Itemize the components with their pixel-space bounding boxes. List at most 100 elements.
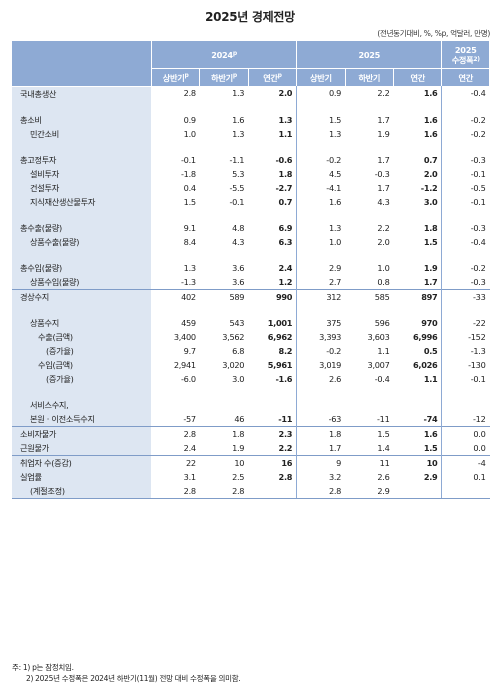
- table-cell: -12: [441, 411, 490, 426]
- table-cell: -0.1: [229, 196, 245, 207]
- forecast-table: 2024p 2025 2025 수정폭2) 상반기p 하반기p 연간p 상반기 하…: [12, 41, 490, 499]
- unit-note: (전년동기대비, %, %p, 억달러, 만명): [377, 29, 490, 38]
- table-row: 지식재산생산물투자 1.5 -0.1 0.7 1.6 4.3 3.0 -0.1: [12, 194, 490, 209]
- table-cell: [394, 398, 442, 412]
- table-cell: -22: [441, 315, 490, 330]
- table-cell: 8.4: [183, 236, 196, 247]
- table-cell: -0.1: [181, 154, 196, 165]
- footnotes: 주: 1) p는 잠정치임. 2) 2025년 수정폭은 2024년 하반기(1…: [12, 662, 241, 684]
- table-cell: 3,562: [222, 331, 245, 342]
- table-cell: 1.7: [377, 182, 390, 193]
- table-cell: [441, 397, 490, 412]
- table-cell: 3.0: [232, 373, 245, 384]
- table-cell: 9: [296, 454, 346, 470]
- table-cell: 1.3: [232, 128, 245, 139]
- table-cell: 5,961: [267, 359, 293, 370]
- table-cell: 1.0: [296, 234, 346, 249]
- table-cell: [248, 398, 296, 412]
- table-cell: 1.4: [377, 442, 390, 453]
- table-cell: -0.2: [296, 152, 346, 167]
- row-label: 취업자 수(증감): [12, 454, 152, 470]
- table-cell: -1.3: [181, 276, 196, 287]
- header-2024-annual: 연간p: [248, 68, 298, 86]
- table-cell: 22: [151, 454, 200, 470]
- table-cell: 0.0: [441, 440, 490, 455]
- table-cell: 1.6: [423, 114, 438, 125]
- table-row: 상품수입(물량) -1.3 3.6 1.2 2.7 0.8 1.7 -0.3: [12, 274, 490, 289]
- table-cell: 4.5: [296, 166, 346, 181]
- row-label: (증가율): [12, 371, 152, 386]
- table-cell: 897: [393, 288, 442, 304]
- table-cell: 6,962: [267, 331, 293, 342]
- table-row: 수출(금액) 3,400 3,562 6,962 3,393 3,603 6,996 -152: [12, 329, 490, 344]
- table-row: 상품수지 459 543 1,001 375 596 970 -22: [12, 315, 490, 330]
- table-cell: -0.3: [441, 220, 490, 235]
- spacer-row: [12, 303, 490, 316]
- header-2025-h1: 상반기: [296, 68, 346, 86]
- row-label: 소비자물가: [12, 425, 152, 441]
- table-cell: [151, 398, 199, 412]
- page-title: 2025년 경제전망: [205, 10, 295, 24]
- row-label: 총소비: [12, 112, 152, 127]
- table-cell: -0.3: [441, 274, 490, 289]
- table-cell: 2.9: [296, 260, 346, 275]
- table-cell: 1.9: [423, 262, 438, 273]
- table-cell: -0.2: [296, 343, 346, 358]
- table-cell: 2.8: [151, 425, 200, 441]
- table-cell: 589: [199, 288, 249, 304]
- table-row: (계절조정) 2.8 2.8 2.8 2.9: [12, 483, 490, 499]
- table-cell: 1.8: [278, 168, 293, 179]
- table-cell: 4.8: [232, 222, 245, 233]
- table-cell: 9.7: [183, 345, 196, 356]
- table-cell: 2.8: [199, 483, 249, 499]
- table-cell: -74: [423, 413, 438, 424]
- table-cell: -0.2: [441, 112, 490, 127]
- table-cell: 2.8: [151, 483, 200, 499]
- spacer-row: [12, 248, 490, 261]
- table-row: 근원물가 2.4 1.9 2.2 1.7 1.4 1.5 0.0: [12, 440, 490, 455]
- spacer-row: [12, 385, 490, 398]
- table-cell: 585: [345, 288, 394, 304]
- table-cell: 1.6: [393, 425, 442, 441]
- table-cell: 3.6: [232, 262, 245, 273]
- table-cell: 0.9: [183, 114, 196, 125]
- table-cell: 1.8: [296, 425, 346, 441]
- table-cell: 2.4: [183, 442, 196, 453]
- row-label: 총고정투자: [12, 152, 152, 167]
- table-cell: 2.7: [296, 274, 346, 289]
- table-cell: 10: [393, 454, 442, 470]
- table-cell: 1.7: [296, 440, 346, 455]
- table-cell: 1.1: [377, 345, 390, 356]
- table-cell: 3.6: [232, 276, 245, 287]
- table-cell: -4: [441, 454, 490, 470]
- table-row: (증가율) 9.7 6.8 8.2 -0.2 1.1 0.5 -1.3: [12, 343, 490, 358]
- table-cell: 1.6: [296, 194, 346, 209]
- table-cell: -130: [441, 357, 490, 372]
- table-cell: 543: [229, 317, 245, 328]
- table-cell: 2.0: [423, 168, 438, 179]
- table-cell: 2.0: [377, 236, 390, 247]
- table-row: 상품수출(물량) 8.4 4.3 6.3 1.0 2.0 1.5 -0.4: [12, 234, 490, 249]
- table-cell: -6.0: [181, 373, 196, 384]
- header-revision: 2025 수정폭2): [441, 41, 490, 69]
- spacer-row: [12, 208, 490, 221]
- table-cell: 8.2: [278, 345, 293, 356]
- row-label: 상품수지: [12, 315, 152, 330]
- table-cell: 16: [248, 454, 297, 470]
- table-row: 총소비 0.9 1.6 1.3 1.5 1.7 1.6 -0.2: [12, 112, 490, 127]
- table-row: 실업률 3.1 2.5 2.8 3.2 2.6 2.9 0.1: [12, 469, 490, 484]
- table-cell: 1.3: [278, 114, 293, 125]
- row-label: (계절조정): [12, 483, 152, 499]
- spacer-row: [12, 140, 490, 153]
- table-cell: 3.2: [296, 469, 346, 484]
- header-2025: 2025: [296, 41, 443, 69]
- table-cell: -33: [441, 288, 490, 304]
- table-body: 국내총생산 2.8 1.3 2.0 0.9 2.2 1.6 -0.4 총소비 0.9 1.6 1.3 1…: [12, 86, 490, 499]
- row-label: 총수출(물량): [12, 220, 152, 235]
- table-cell: 596: [374, 317, 390, 328]
- table-cell: 0.7: [423, 154, 438, 165]
- table-row: (증가율) -6.0 3.0 -1.6 2.6 -0.4 1.1 -0.1: [12, 371, 490, 386]
- table-cell: 0.1: [441, 469, 490, 484]
- table-cell: 2.2: [278, 442, 293, 453]
- table-cell: [345, 398, 393, 412]
